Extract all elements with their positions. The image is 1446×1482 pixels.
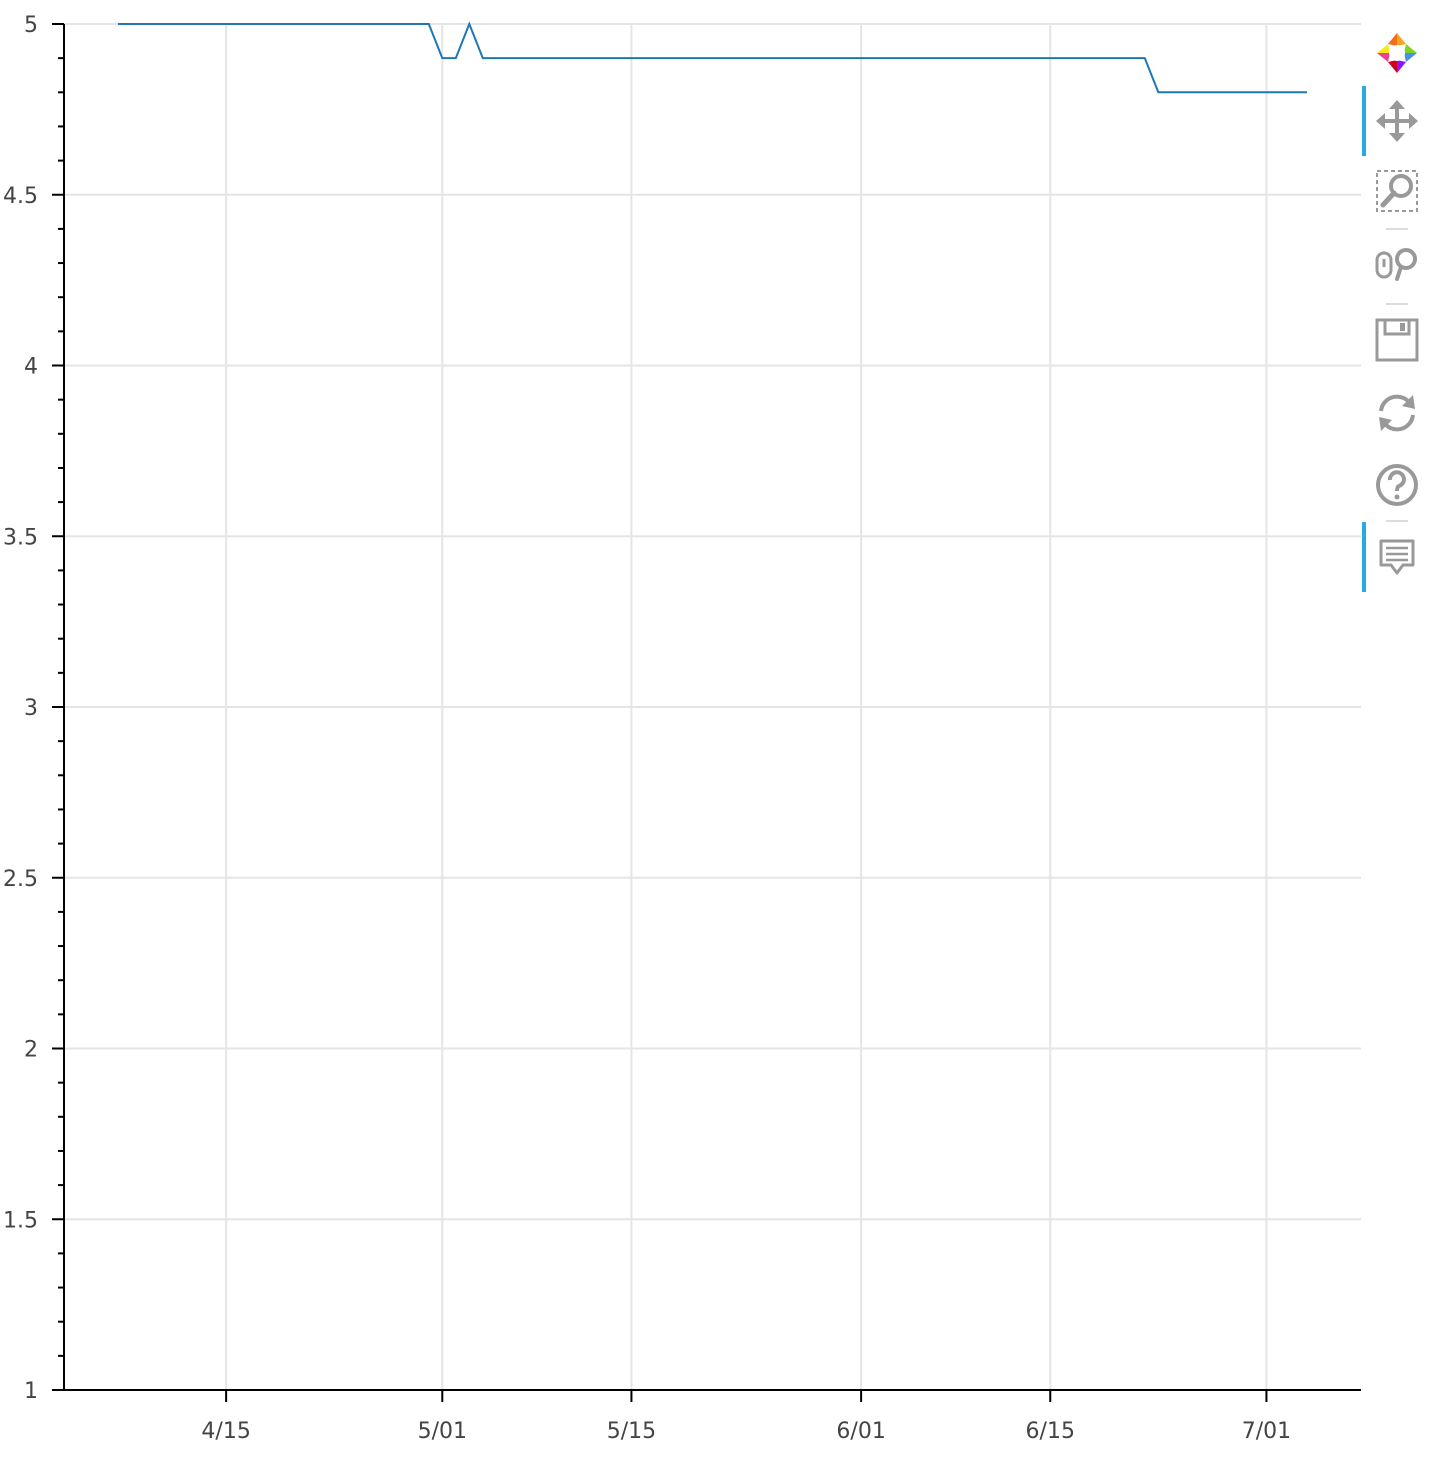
save-tool-button[interactable]	[1362, 305, 1432, 375]
chart-toolbar	[1362, 18, 1432, 618]
y-tick-label: 1.5	[3, 1208, 38, 1233]
toolbar-separator	[1386, 228, 1408, 230]
x-tick-label: 5/15	[607, 1419, 656, 1444]
wheel-zoom-tool-button[interactable]	[1362, 230, 1432, 300]
y-tick-label: 3	[24, 696, 38, 721]
help-icon	[1376, 464, 1418, 506]
active-tool-indicator	[1362, 522, 1366, 592]
reset-tool-button[interactable]	[1362, 378, 1432, 448]
y-tick-label: 3.5	[3, 525, 38, 550]
hover-icon	[1379, 539, 1415, 575]
x-tick-label: 4/15	[201, 1419, 250, 1444]
active-tool-indicator	[1362, 86, 1366, 156]
x-tick-label: 6/01	[836, 1419, 885, 1444]
reset-icon	[1379, 394, 1415, 432]
axes: 4/15 5/01 5/15 6/01 6/15 7/01 1 1.5 2 2.5 3 3.5 4 4.5…	[3, 13, 1361, 1444]
toolbar-separator	[1386, 520, 1408, 522]
y-tick-label: 2.5	[3, 867, 38, 892]
x-tick-label: 6/15	[1026, 1419, 1075, 1444]
hover-tool-button[interactable]	[1362, 522, 1432, 592]
box-zoom-tool-button[interactable]	[1362, 156, 1432, 226]
y-tick-label: 4	[24, 355, 38, 380]
bokeh-logo-button[interactable]	[1362, 18, 1432, 88]
wheel-zoom-icon	[1375, 248, 1417, 281]
series-line	[118, 21, 1307, 94]
box-zoom-icon	[1376, 170, 1418, 212]
pan-tool-button[interactable]	[1362, 86, 1432, 156]
save-icon	[1375, 318, 1419, 362]
y-tick-label: 1	[24, 1379, 38, 1404]
line-chart[interactable]: 4/15 5/01 5/15 6/01 6/15 7/01 1 1.5 2 2.5 3 3.5 4 4.5…	[0, 0, 1362, 1482]
y-tick-label: 2	[24, 1038, 38, 1063]
pan-icon	[1376, 100, 1418, 142]
series-layer	[118, 21, 1307, 94]
grid	[64, 23, 1361, 1391]
help-tool-button[interactable]	[1362, 450, 1432, 520]
toolbar-separator	[1386, 303, 1408, 305]
y-tick-label: 5	[24, 13, 38, 38]
x-tick-label: 7/01	[1242, 1419, 1291, 1444]
x-tick-label: 5/01	[418, 1419, 467, 1444]
y-tick-label: 4.5	[3, 184, 38, 209]
bokeh-logo-icon	[1377, 33, 1417, 73]
